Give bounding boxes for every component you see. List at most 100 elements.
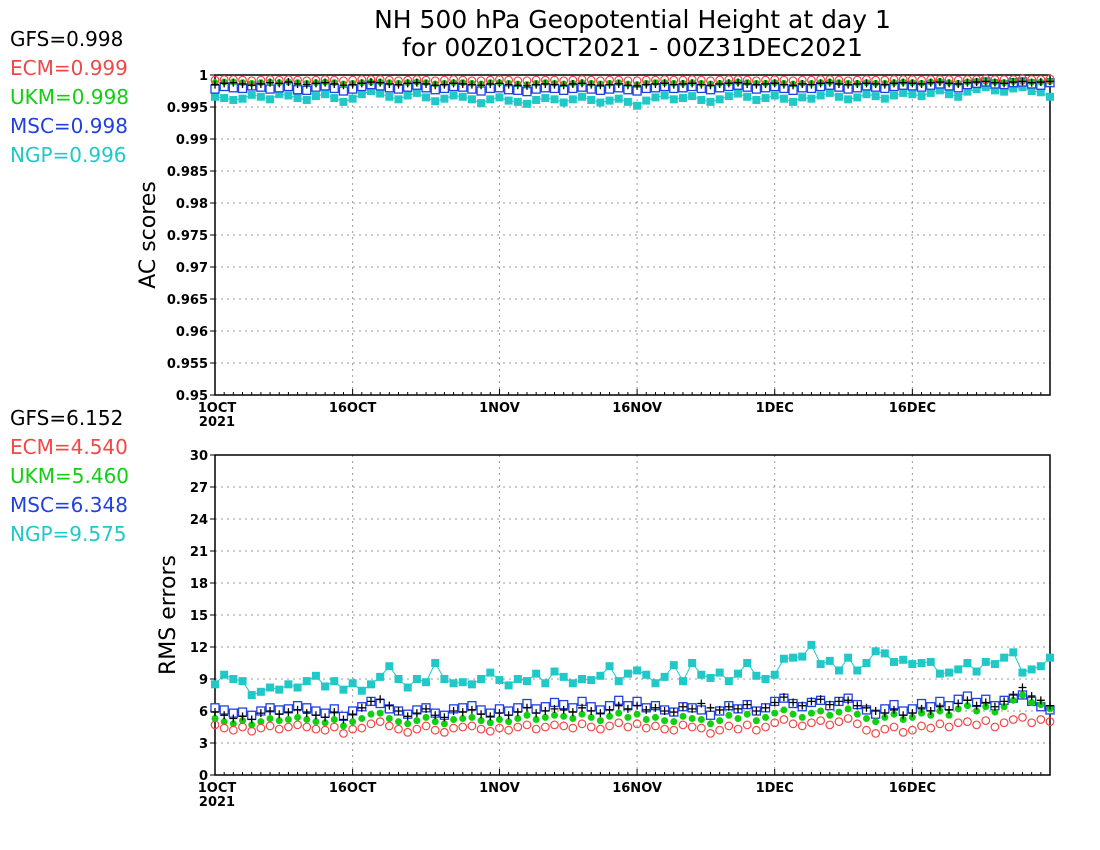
point-ngp xyxy=(908,660,917,669)
point-ukm xyxy=(532,716,540,724)
point-gfs xyxy=(1046,77,1054,86)
point-ukm xyxy=(431,718,439,726)
point-ukm xyxy=(560,712,568,720)
point-ngp xyxy=(357,686,366,695)
point-ecm xyxy=(779,715,789,724)
x-tick-label: 1DEC xyxy=(756,781,794,796)
point-ngp xyxy=(486,95,495,104)
point-ngp xyxy=(651,93,660,102)
point-ngp xyxy=(972,667,981,676)
point-gfs xyxy=(614,701,623,710)
ac-stat-ecm: ECM=0.999 xyxy=(10,56,128,80)
point-ecm xyxy=(513,722,523,732)
point-ukm xyxy=(688,714,696,722)
point-gfs xyxy=(825,700,834,709)
point-ngp xyxy=(623,97,632,106)
point-ukm xyxy=(1028,698,1036,706)
point-ecm xyxy=(834,717,844,727)
point-gfs xyxy=(807,80,816,89)
point-ngp xyxy=(578,675,587,683)
point-ukm xyxy=(376,709,384,717)
point-gfs xyxy=(541,707,550,715)
point-ngp xyxy=(724,92,733,101)
point-ngp xyxy=(880,649,889,658)
point-gfs xyxy=(917,704,926,713)
point-ngp xyxy=(981,83,990,92)
point-gfs xyxy=(789,698,798,707)
point-gfs xyxy=(862,79,871,88)
point-ngp xyxy=(871,647,880,656)
point-ukm xyxy=(339,722,347,730)
point-ukm xyxy=(248,721,256,729)
point-gfs xyxy=(578,703,587,712)
point-ngp xyxy=(321,682,330,691)
point-ngp xyxy=(697,670,706,679)
point-ecm xyxy=(797,721,807,731)
point-ngp xyxy=(596,98,605,107)
point-ukm xyxy=(642,716,650,724)
point-ukm xyxy=(862,714,870,722)
point-gfs xyxy=(724,79,733,88)
point-gfs xyxy=(706,703,715,712)
point-ngp xyxy=(633,666,642,675)
point-ngp xyxy=(688,659,697,667)
y-tick-label: 30 xyxy=(190,449,208,464)
point-gfs xyxy=(587,707,596,715)
point-ecm xyxy=(852,719,862,729)
point-ngp xyxy=(550,667,559,676)
point-ecm xyxy=(843,714,853,723)
point-ecm xyxy=(293,720,302,730)
point-ecm xyxy=(871,729,881,738)
point-gfs xyxy=(770,698,779,707)
point-gfs xyxy=(275,710,284,719)
point-ngp xyxy=(486,668,495,677)
point-ukm xyxy=(477,717,485,725)
point-ngp xyxy=(990,86,999,95)
point-ukm xyxy=(817,707,825,715)
point-ukm xyxy=(220,718,228,726)
point-gfs xyxy=(779,693,788,702)
point-ukm xyxy=(413,717,421,725)
point-ngp xyxy=(761,675,770,683)
point-ngp xyxy=(366,680,375,689)
point-ecm xyxy=(999,718,1009,728)
point-ukm xyxy=(927,711,935,719)
point-ukm xyxy=(734,714,742,722)
point-ngp xyxy=(220,94,229,103)
x-tick-label: 16OCT xyxy=(329,401,377,416)
point-ukm xyxy=(303,716,311,724)
point-ngp xyxy=(284,91,293,100)
point-gfs xyxy=(651,703,660,712)
point-ukm xyxy=(294,713,302,721)
point-ngp xyxy=(926,657,935,666)
point-gfs xyxy=(293,79,302,88)
point-ecm xyxy=(825,720,835,730)
point-gfs xyxy=(669,708,678,717)
point-ngp xyxy=(330,94,339,103)
point-gfs xyxy=(752,707,761,715)
point-gfs xyxy=(339,715,348,724)
rms-stat-ukm: UKM=5.460 xyxy=(10,464,130,488)
point-ngp xyxy=(568,95,577,104)
point-ukm xyxy=(853,710,861,718)
point-ngp xyxy=(578,92,587,101)
point-gfs xyxy=(578,79,587,88)
point-ukm xyxy=(982,703,990,711)
point-gfs xyxy=(211,80,219,89)
point-ngp xyxy=(394,95,403,104)
point-ecm xyxy=(1036,715,1046,724)
point-ecm xyxy=(1045,717,1055,727)
y-tick-label: 1 xyxy=(199,69,208,84)
point-ukm xyxy=(229,720,237,728)
point-gfs xyxy=(899,711,908,720)
point-ngp xyxy=(568,679,577,688)
point-ukm xyxy=(358,714,366,722)
point-ngp xyxy=(697,95,706,104)
y-tick-label: 3 xyxy=(199,737,208,752)
point-ngp xyxy=(834,666,843,675)
y-tick-label: 0.985 xyxy=(167,165,208,180)
point-ecm xyxy=(586,722,596,732)
point-ukm xyxy=(725,711,733,719)
y-axis-label: AC scores xyxy=(136,181,161,289)
point-gfs xyxy=(238,79,247,88)
